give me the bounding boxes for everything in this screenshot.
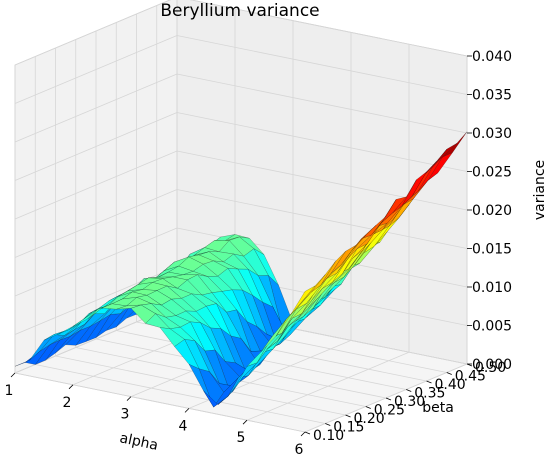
x-tick-mark	[68, 384, 74, 390]
z-tick-label: 0.020	[472, 203, 512, 219]
grid-line-z-side	[14, 35, 178, 104]
z-tick-label: 0.030	[472, 126, 512, 142]
grid-line-z-side	[14, 227, 178, 297]
z-tick-label: 0.010	[472, 280, 512, 296]
z-tick-label: 0.035	[472, 88, 512, 104]
y-tick-mark	[426, 380, 432, 384]
grid-line-z-back	[176, 73, 468, 134]
surface-face	[290, 285, 316, 316]
x-axis-label: alpha	[118, 430, 159, 454]
y-tick-mark	[345, 414, 351, 418]
chart-title: Beryllium variance	[160, 1, 319, 21]
z-axis-label: variance	[532, 160, 548, 220]
x-tick-mark	[300, 431, 306, 437]
z-tick-label: 0.005	[472, 319, 512, 335]
y-tick-mark	[406, 389, 412, 392]
x-tick-label: 1	[5, 383, 14, 399]
surface-mesh	[14, 131, 468, 408]
x-tick-mark	[126, 396, 132, 401]
y-tick-label: 0.20	[354, 411, 385, 427]
grid-line-z-back	[176, 189, 468, 249]
y-tick-label: 0.15	[333, 420, 364, 436]
x-tick-label: 2	[63, 395, 72, 411]
grid-line-z-side	[14, 0, 171, 66]
z-tick-label: 0.040	[472, 49, 512, 65]
y-axis-label: beta	[422, 400, 454, 416]
grid-line-z-side	[14, 73, 178, 143]
x-tick-mark	[10, 372, 16, 378]
grid-line-z-side	[14, 189, 178, 258]
grid-line-z-back	[176, 150, 468, 211]
z-tick-label: 0.000	[472, 357, 512, 373]
x-tick-mark	[242, 419, 248, 425]
grid-line-z-back	[176, 35, 468, 95]
y-tick-mark	[385, 397, 392, 401]
x-tick-label: 6	[295, 442, 304, 458]
x-tick-label: 3	[121, 407, 130, 423]
x-tick-label: 5	[237, 430, 246, 446]
y-tick-label: 0.50	[475, 360, 506, 376]
y-tick-label: 0.25	[374, 403, 405, 419]
y-tick-mark	[304, 431, 311, 435]
tick-labels: 1234560.100.150.200.250.300.350.400.450.…	[5, 49, 513, 458]
grid-line-beta	[35, 364, 326, 424]
grid-line-beta	[55, 355, 346, 416]
y-tick-mark	[446, 372, 452, 375]
z-tick-label: 0.025	[472, 165, 512, 181]
x-tick-mark	[184, 408, 190, 413]
grid-line-z-back	[176, 112, 468, 172]
y-tick-label: 0.40	[435, 377, 466, 393]
x-tick-label: 4	[179, 418, 188, 434]
y-tick-mark	[365, 406, 371, 409]
grid-line-z-side	[14, 112, 178, 181]
y-tick-label: 0.10	[313, 428, 344, 444]
grid-line-beta	[14, 372, 306, 433]
y-tick-mark	[325, 423, 331, 426]
y-tick-label: 0.45	[455, 369, 486, 385]
grid-line-z-back	[189, 0, 468, 57]
y-tick-label: 0.35	[414, 386, 445, 402]
y-tick-label: 0.30	[394, 394, 425, 410]
grid-line-z-side	[14, 150, 178, 220]
z-tick-label: 0.015	[472, 242, 512, 258]
